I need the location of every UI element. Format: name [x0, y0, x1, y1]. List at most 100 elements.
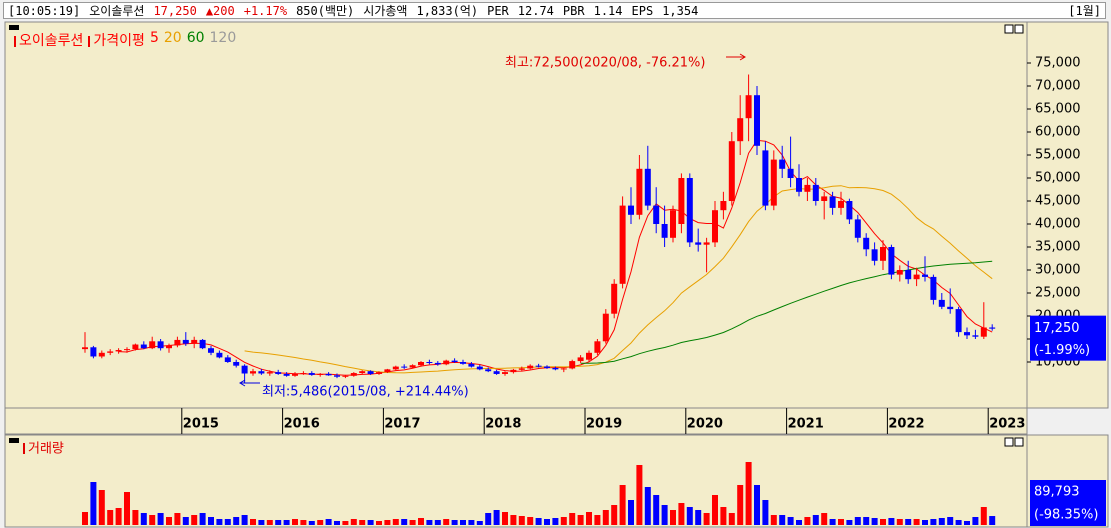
volume-bar	[359, 520, 366, 525]
volume-bar	[812, 515, 819, 525]
volume-bar	[275, 520, 282, 525]
panel-button[interactable]	[1004, 437, 1014, 447]
candle-body	[182, 339, 189, 344]
candle-body	[132, 344, 139, 350]
y-tick-label: 55,000	[1035, 148, 1081, 163]
volume-bar	[922, 520, 928, 525]
volume-change: (-98.35%)	[1034, 508, 1098, 523]
candle-body	[678, 178, 685, 224]
volume-bar	[376, 521, 382, 525]
panel-button[interactable]	[1004, 24, 1014, 34]
volume-bar	[880, 519, 886, 525]
candle-body	[283, 373, 290, 376]
volume-bar	[653, 495, 660, 525]
volume-bar	[728, 513, 735, 525]
volume-bar	[938, 518, 945, 525]
candle-body	[426, 362, 433, 363]
volume-bar	[418, 518, 424, 525]
candle-body	[493, 371, 500, 374]
info-item: 1,354	[662, 3, 699, 18]
candle-body	[90, 347, 97, 357]
volume-bar	[871, 518, 878, 525]
volume-bar	[846, 520, 853, 525]
candle-body	[947, 306, 954, 310]
volume-bar	[216, 519, 223, 525]
volume-bar	[485, 513, 492, 525]
volume-bar	[762, 500, 769, 525]
candle-body	[334, 375, 340, 377]
volume-bar	[493, 510, 500, 525]
period-button[interactable]: [1월]	[1068, 4, 1101, 18]
y-tick-label: 75,000	[1035, 56, 1081, 71]
candle-body	[821, 196, 828, 201]
candle-body	[124, 349, 130, 351]
volume-bar	[544, 519, 550, 525]
volume-bar	[451, 520, 458, 525]
candle-body	[544, 366, 550, 368]
info-item: 시가총액	[363, 4, 408, 18]
volume-bar	[644, 487, 651, 525]
candle-body	[569, 361, 576, 369]
current-price-box	[1030, 315, 1106, 361]
candle-body	[602, 313, 609, 342]
candle-body	[392, 366, 399, 370]
volume-bar	[384, 520, 391, 525]
volume-bar	[266, 520, 273, 525]
volume-bar	[132, 510, 139, 525]
volume-bar	[972, 517, 979, 525]
volume-bar	[552, 518, 559, 525]
info-bar: [10:05:19] 오이솔루션 17,250 ▲200 +1.17% 850(백만) 시가…	[3, 2, 1106, 19]
candle-body	[955, 309, 962, 333]
y-tick-label: 50,000	[1035, 171, 1081, 186]
volume-bar	[409, 520, 416, 525]
volume-bar	[569, 513, 576, 525]
x-tick-label: 2017	[384, 417, 420, 432]
volume-bar	[510, 515, 517, 525]
candle-body	[636, 168, 643, 215]
candle-body	[779, 159, 786, 169]
volume-bar	[703, 513, 710, 525]
volume-bar	[745, 462, 752, 525]
volume-bar	[208, 517, 214, 525]
volume-bar	[258, 520, 265, 525]
candle-body	[728, 141, 735, 201]
candle-body	[846, 201, 853, 220]
candle-body	[552, 367, 559, 370]
candle-body	[476, 366, 483, 370]
x-tick-label: 2015	[183, 417, 219, 432]
panel-button[interactable]	[1014, 437, 1024, 447]
volume-bar	[854, 517, 861, 525]
candle-body	[266, 372, 273, 374]
candle-body	[896, 270, 903, 275]
volume-bar	[300, 520, 307, 525]
y-tick-label: 40,000	[1035, 217, 1081, 232]
volume-bar	[98, 490, 105, 525]
candle-body	[216, 352, 223, 358]
candle-body	[350, 373, 357, 376]
volume-bar	[695, 510, 702, 525]
candle-body	[376, 372, 382, 374]
volume-bar	[502, 512, 508, 525]
y-tick-label: 70,000	[1035, 79, 1081, 94]
x-tick-label: 2023	[989, 417, 1025, 432]
panel-button[interactable]	[1014, 24, 1024, 34]
volume-bar	[392, 519, 399, 525]
y-tick-label: 65,000	[1035, 102, 1081, 117]
volume-bar	[443, 519, 450, 525]
volume-bar	[888, 518, 895, 525]
info-item: PBR	[562, 3, 585, 18]
volume-bar	[787, 517, 794, 525]
candle-body	[712, 210, 718, 243]
candle-body	[644, 168, 651, 206]
volume-last: 89,793	[1034, 485, 1080, 500]
info-item: 12.74	[517, 3, 554, 18]
legend-name: 오이솔루션	[19, 33, 84, 49]
volume-bar	[686, 507, 693, 525]
info-item: ▲200	[205, 3, 235, 18]
volume-bar	[560, 517, 567, 525]
x-tick-label: 2022	[888, 417, 924, 432]
legend-label: 가격이평	[93, 33, 145, 49]
candle-body	[880, 247, 886, 261]
volume-bar	[594, 515, 601, 525]
